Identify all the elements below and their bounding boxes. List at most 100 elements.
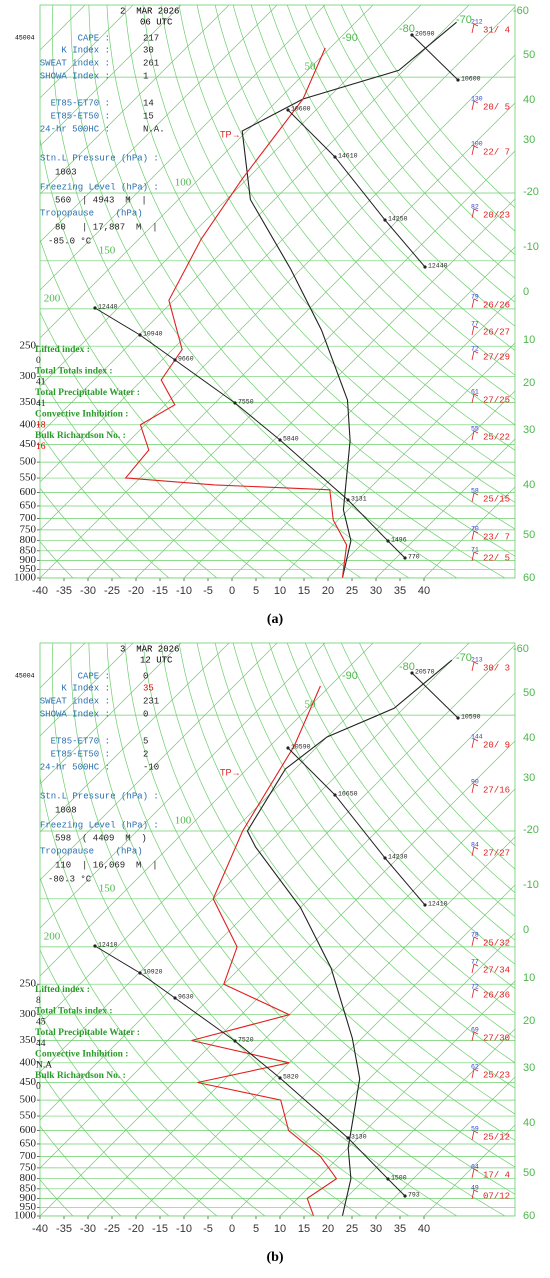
wind-value: 25/32 (483, 938, 510, 948)
dry-adiabat (196, 5, 515, 426)
wind-height: 64 (471, 1164, 479, 1171)
dry-adiabat (160, 5, 515, 477)
wind-value: 20/ 9 (483, 740, 510, 750)
wind-height: 144 (471, 734, 483, 741)
dry-adiabat (40, 1070, 170, 1216)
pressure-label: 750 (20, 523, 37, 535)
plot-area (40, 643, 515, 1216)
wind-barb (471, 936, 479, 947)
isotherm (279, 980, 515, 1216)
temperature-label: -30 (80, 585, 96, 597)
isotherm (40, 644, 515, 1121)
right-axis-label: 20 (523, 1015, 535, 1027)
index-label: ET85-ET50 : (51, 749, 110, 759)
isotherm (183, 246, 515, 578)
isotherm (40, 643, 326, 929)
height-label: 5820 (283, 1074, 299, 1081)
index-value: 2 (143, 749, 148, 759)
temperature-label: -15 (152, 585, 168, 597)
pressure-label: 650 (20, 500, 37, 512)
wind-barb (471, 1168, 479, 1179)
height-label: 770 (408, 554, 420, 561)
stability-label: Convective Inhibition : (35, 410, 128, 420)
isotherm-label: -90 (342, 670, 358, 682)
tropopause-temperature: -80.3 °C (48, 874, 92, 884)
wind-height: 62 (471, 1064, 479, 1071)
pressure-label: 250 (20, 340, 37, 352)
stability-value: 41 (36, 378, 46, 388)
isotherm (40, 643, 374, 977)
wind-barb (471, 325, 479, 336)
dry-adiabat (359, 5, 515, 209)
height-label: 10600 (291, 106, 311, 113)
dry-adiabat (340, 5, 515, 232)
wind-height: 78 (471, 932, 479, 939)
pressure-label: 600 (20, 486, 37, 498)
stability-label: Total Precipitable Water : (35, 388, 140, 398)
right-axis-label: -20 (523, 824, 539, 836)
index-value: 30 (143, 45, 154, 55)
height-label: 10590 (461, 714, 481, 721)
index-value: 14 (143, 98, 154, 108)
pressure-label: 1000 (14, 1210, 37, 1222)
height-label: 3130 (351, 1134, 367, 1141)
wind-height: 59 (471, 1126, 479, 1133)
stability-value: 0 (36, 1082, 41, 1092)
dry-adiabat (40, 487, 122, 578)
pressure-label: 950 (20, 1201, 37, 1213)
height-label: 12440 (98, 304, 118, 311)
dry-adiabat (304, 5, 515, 279)
height-dot (333, 793, 337, 797)
wind-barb (471, 100, 479, 111)
station: 45004 (15, 35, 35, 42)
dry-adiabat (88, 643, 506, 1216)
wind-value: 27/25 (483, 395, 510, 405)
dry-adiabat (70, 643, 458, 1216)
height-dot (410, 33, 414, 37)
temperature-label: 5 (253, 585, 259, 597)
temperature-label: 0 (229, 1223, 235, 1235)
isotherm (40, 740, 515, 1216)
index-value: -10 (143, 762, 159, 772)
index-label: CAPE : (78, 671, 110, 681)
right-axis-label: 10 (523, 334, 535, 346)
stability-label: Lifted index : (35, 985, 90, 995)
temperature-label: -25 (104, 1223, 120, 1235)
isotherm (40, 5, 278, 243)
pressure-label: 550 (20, 1110, 37, 1122)
wind-value: 07/12 (483, 1191, 510, 1201)
stability-value: 18 (36, 421, 46, 431)
temperature-label: -35 (56, 585, 72, 597)
stability-label: Total Precipitable Water : (35, 1028, 140, 1038)
panel: 2503003504004505005506006507007508008509… (14, 4, 539, 627)
wind-value: 27/16 (483, 785, 510, 795)
index-label: SWEAT index : (40, 696, 110, 706)
wind-barb (471, 846, 479, 857)
right-axis-label: 0 (523, 924, 529, 936)
height-line (94, 945, 406, 1197)
dry-adiabat (70, 5, 458, 578)
dry-adiabat (40, 374, 218, 578)
info-value: 560 | 4943 M | (55, 195, 147, 205)
height-dot (456, 78, 460, 82)
dry-adiabat (232, 643, 515, 1014)
temperature-label: -40 (32, 1223, 48, 1235)
dry-adiabat (40, 311, 266, 578)
isotherm (327, 1028, 515, 1216)
temperature-label: 40 (418, 1223, 430, 1235)
inner-pressure-label: 100 (175, 177, 192, 189)
stability-label: Convective Inhibition : (35, 1050, 128, 1060)
pressure-label: 300 (20, 1008, 37, 1020)
right-axis-label: 40 (523, 94, 535, 106)
pressure-label: 1000 (14, 572, 37, 584)
temperature-label: 10 (274, 1223, 286, 1235)
pressure-label: 450 (20, 1076, 37, 1088)
isotherm (40, 643, 230, 833)
right-axis-label: 20 (523, 377, 535, 389)
height-dot (93, 944, 97, 948)
temperature-label: 35 (394, 1223, 406, 1235)
right-axis-label: 50 (523, 49, 535, 61)
isotherm (40, 5, 374, 339)
height-dot (403, 556, 407, 560)
index-value: 217 (143, 33, 159, 43)
